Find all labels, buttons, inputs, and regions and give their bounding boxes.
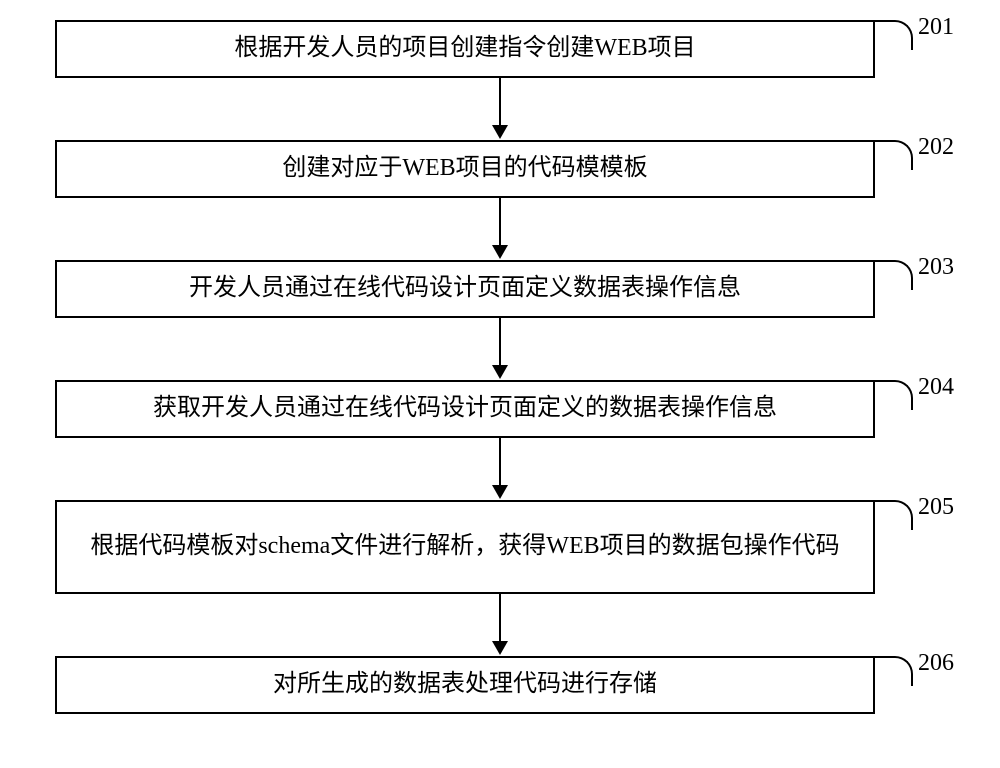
step-label: 204	[918, 374, 954, 401]
flow-arrow	[492, 318, 508, 379]
step-label: 202	[918, 134, 954, 161]
arrow-head-icon	[492, 365, 508, 379]
step-text: 获取开发人员通过在线代码设计页面定义的数据表操作信息	[153, 392, 777, 426]
arrow-head-icon	[492, 245, 508, 259]
step-box: 对所生成的数据表处理代码进行存储	[55, 656, 875, 714]
step-box: 根据开发人员的项目创建指令创建WEB项目	[55, 20, 875, 78]
label-curve	[873, 380, 913, 410]
arrow-head-icon	[492, 125, 508, 139]
step-box: 创建对应于WEB项目的代码模模板	[55, 140, 875, 198]
arrow-line	[499, 318, 501, 366]
step-text: 创建对应于WEB项目的代码模模板	[282, 152, 647, 186]
step-box: 根据代码模板对schema文件进行解析，获得WEB项目的数据包操作代码	[55, 500, 875, 594]
arrow-head-icon	[492, 641, 508, 655]
step-text: 根据代码模板对schema文件进行解析，获得WEB项目的数据包操作代码	[90, 530, 839, 564]
arrow-line	[499, 198, 501, 246]
label-curve	[873, 500, 913, 530]
arrow-line	[499, 78, 501, 126]
step-label: 201	[918, 14, 954, 41]
flow-arrow	[492, 594, 508, 655]
flowchart-canvas: 根据开发人员的项目创建指令创建WEB项目 201 创建对应于WEB项目的代码模模…	[0, 0, 1000, 768]
step-text: 开发人员通过在线代码设计页面定义数据表操作信息	[189, 272, 741, 306]
arrow-line	[499, 438, 501, 486]
flow-arrow	[492, 78, 508, 139]
arrow-head-icon	[492, 485, 508, 499]
step-text: 根据开发人员的项目创建指令创建WEB项目	[234, 32, 695, 66]
flow-arrow	[492, 438, 508, 499]
arrow-line	[499, 594, 501, 642]
step-box: 开发人员通过在线代码设计页面定义数据表操作信息	[55, 260, 875, 318]
label-curve	[873, 656, 913, 686]
label-curve	[873, 20, 913, 50]
step-box: 获取开发人员通过在线代码设计页面定义的数据表操作信息	[55, 380, 875, 438]
step-label: 203	[918, 254, 954, 281]
flow-arrow	[492, 198, 508, 259]
step-label: 206	[918, 650, 954, 677]
step-label: 205	[918, 494, 954, 521]
label-curve	[873, 260, 913, 290]
label-curve	[873, 140, 913, 170]
step-text: 对所生成的数据表处理代码进行存储	[273, 668, 657, 702]
